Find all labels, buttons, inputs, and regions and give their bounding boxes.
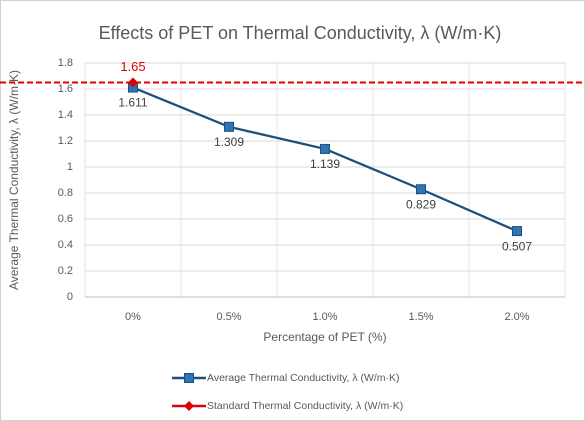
x-tick-label: 0% [125, 311, 141, 323]
marker [184, 401, 194, 411]
marker [512, 226, 522, 237]
x-axis-title: Percentage of PET (%) [263, 330, 386, 344]
data-label: 0.829 [406, 197, 436, 211]
chart-title: Effects of PET on Thermal Conductivity, … [99, 23, 502, 43]
data-label: 1.139 [310, 157, 340, 171]
y-tick-label: 1 [67, 161, 73, 173]
y-axis-title: Average Thermal Conductivity, λ (W/m·K) [7, 70, 21, 290]
y-tick-label: 1.2 [58, 135, 73, 147]
data-label: 1.65 [120, 59, 145, 74]
marker [184, 373, 194, 383]
marker [224, 121, 234, 132]
x-tick-label: 0.5% [216, 311, 241, 323]
y-tick-label: 1.4 [58, 109, 73, 121]
x-tick-label: 1.0% [312, 311, 337, 323]
x-tick-label: 2.0% [504, 311, 529, 323]
data-label: 1.309 [214, 135, 244, 149]
data-label: 0.507 [502, 239, 532, 253]
y-tick-label: 0.2 [58, 265, 73, 277]
y-tick-label: 0 [67, 291, 73, 303]
marker [416, 184, 426, 195]
marker [320, 143, 330, 154]
data-label: 1.611 [118, 96, 147, 110]
y-tick-label: 1.8 [58, 57, 73, 69]
legend-label: Standard Thermal Conductivity, λ (W/m·K) [207, 400, 403, 412]
marker [128, 77, 138, 88]
y-tick-label: 0.6 [58, 213, 73, 225]
y-tick-label: 0.4 [58, 239, 73, 251]
legend-label: Average Thermal Conductivity, λ (W/m·K) [207, 372, 400, 384]
y-tick-label: 1.6 [58, 83, 73, 95]
x-tick-label: 1.5% [408, 311, 433, 323]
y-tick-label: 0.8 [58, 187, 73, 199]
